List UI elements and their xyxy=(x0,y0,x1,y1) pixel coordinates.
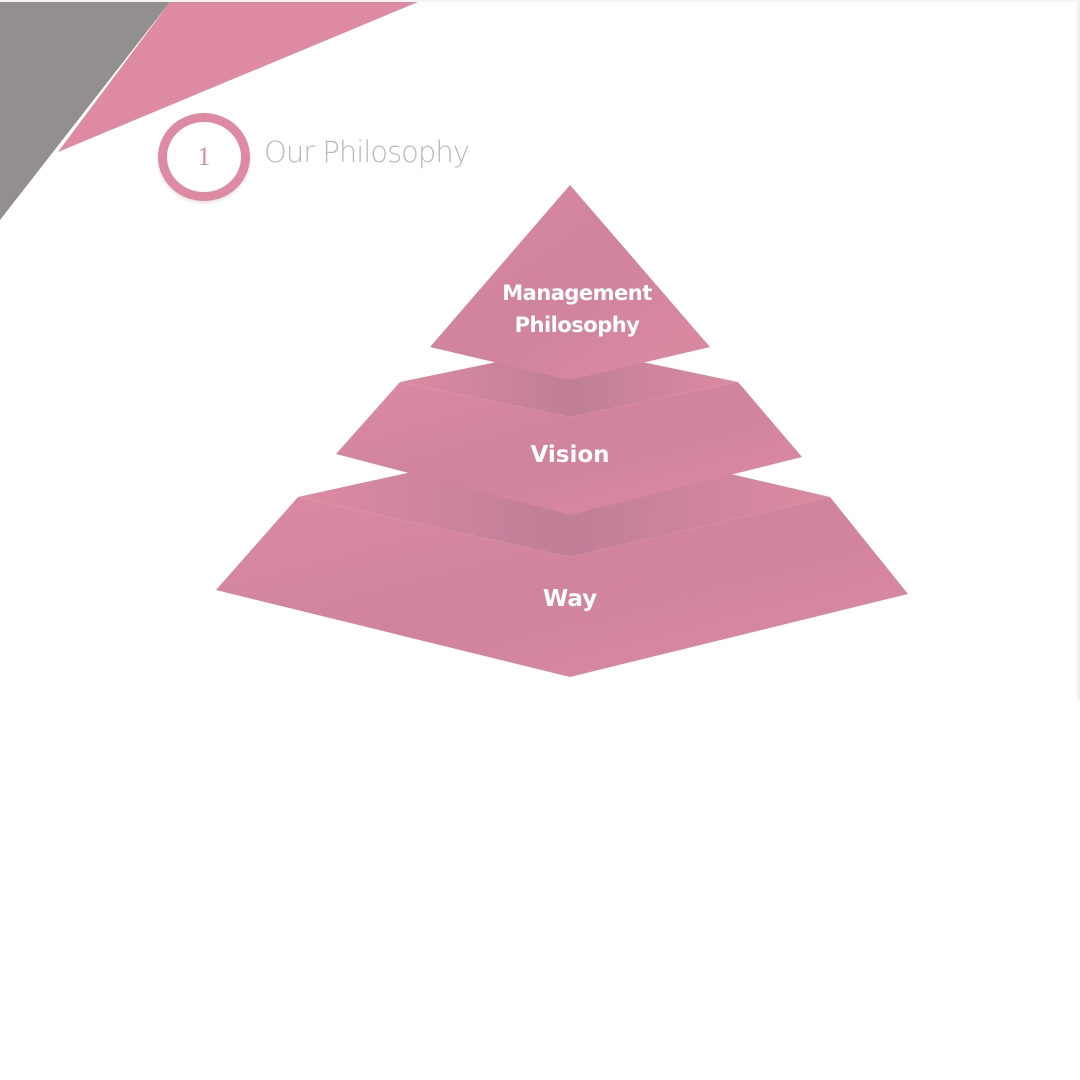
pyramid-tier-vision xyxy=(336,347,802,515)
section-number: 1 xyxy=(197,142,211,171)
tier-label-way: Way xyxy=(542,586,598,612)
tier-vision-shape xyxy=(336,382,802,515)
corner-gray-triangle xyxy=(0,2,170,220)
pyramid-diagram xyxy=(216,185,908,677)
section-number-badge: 1 xyxy=(158,113,250,201)
corner-pink-stripe xyxy=(58,2,418,152)
pyramid-tier-management-philosophy xyxy=(430,185,710,380)
tier-label-management-philosophy: Management Philosophy xyxy=(502,281,652,337)
corner-decoration xyxy=(0,2,418,220)
tier-top-shape xyxy=(430,185,710,380)
tier-way-shape xyxy=(216,497,908,677)
tier-label-vision: Vision xyxy=(530,442,610,468)
tier-vision-back-band xyxy=(400,347,738,417)
section-title: Our Philosophy xyxy=(264,135,470,169)
slide: 1 Our Philosophy xyxy=(0,0,1080,700)
